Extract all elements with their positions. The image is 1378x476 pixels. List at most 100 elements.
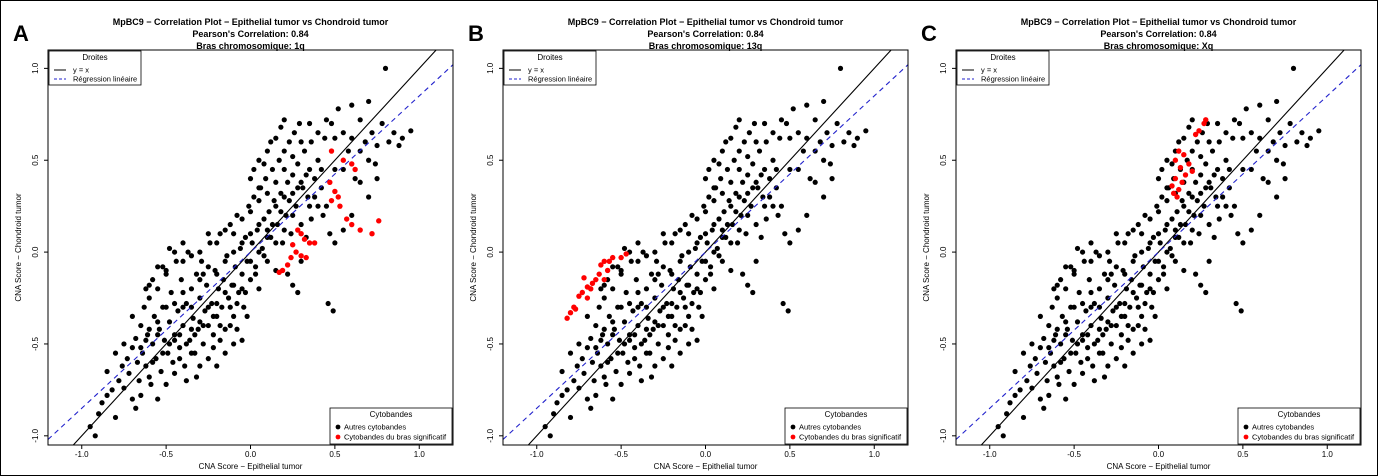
data-point — [374, 176, 380, 182]
data-point — [1164, 249, 1170, 255]
data-point — [298, 258, 304, 264]
highlight-point — [579, 289, 586, 296]
data-point — [301, 148, 308, 154]
data-point — [374, 142, 380, 149]
data-point — [613, 368, 619, 375]
x-tick-label: -0.5 — [614, 450, 628, 459]
data-point — [210, 332, 216, 338]
data-point — [1041, 335, 1047, 342]
data-point — [1029, 385, 1035, 391]
legend-points-box — [1237, 407, 1361, 445]
data-point — [743, 231, 749, 237]
legend-points-title: Cytobandes — [370, 410, 413, 419]
data-point — [1063, 264, 1069, 270]
data-point — [773, 166, 779, 173]
data-point — [1162, 227, 1168, 233]
data-point — [1274, 157, 1280, 163]
data-point — [1063, 286, 1069, 292]
data-point — [286, 198, 292, 204]
data-point — [758, 172, 764, 178]
data-point — [640, 249, 646, 255]
data-point — [777, 135, 783, 141]
data-point — [547, 433, 553, 439]
data-point — [379, 120, 385, 127]
data-point — [1294, 139, 1300, 145]
data-point — [665, 332, 671, 338]
legend-significant-swatch — [335, 434, 341, 440]
highlight-point — [276, 269, 282, 276]
data-point — [231, 249, 237, 255]
data-point — [716, 253, 722, 259]
data-point — [1157, 240, 1163, 246]
x-tick-label: 0.5 — [784, 450, 796, 459]
data-point — [138, 322, 144, 329]
data-point — [665, 345, 671, 351]
data-point — [721, 209, 727, 215]
data-point — [704, 240, 710, 246]
highlight-point — [604, 267, 611, 274]
data-point — [1176, 139, 1182, 145]
data-point — [204, 282, 210, 288]
data-point — [648, 271, 655, 277]
data-point — [763, 139, 769, 145]
data-point — [1172, 227, 1178, 233]
data-point — [357, 117, 363, 123]
data-point — [1058, 341, 1064, 347]
data-point — [672, 231, 678, 237]
data-point — [239, 240, 245, 246]
data-point — [707, 264, 714, 270]
data-point — [1277, 130, 1283, 136]
data-point — [156, 326, 162, 332]
data-point — [160, 350, 166, 356]
data-point — [315, 157, 321, 163]
data-point — [175, 308, 181, 314]
legend-points-title: Cytobandes — [1278, 410, 1321, 419]
data-point — [1012, 368, 1018, 375]
data-point — [1206, 258, 1212, 264]
highlight-point — [1186, 161, 1192, 167]
data-point — [256, 249, 262, 255]
data-point — [601, 295, 607, 301]
data-point — [1051, 363, 1057, 369]
y-tick-label: 0.5 — [31, 154, 40, 166]
data-point — [638, 378, 644, 384]
data-point — [399, 135, 405, 141]
data-point — [273, 179, 279, 185]
data-point — [686, 313, 692, 319]
data-point — [1203, 289, 1209, 296]
data-point — [642, 337, 648, 343]
data-point — [283, 212, 289, 218]
data-point — [1214, 166, 1221, 173]
data-point — [133, 405, 139, 411]
data-point — [610, 319, 616, 325]
data-point — [1046, 345, 1052, 351]
data-point — [719, 190, 725, 196]
data-point — [584, 313, 590, 319]
data-point — [1108, 271, 1114, 277]
data-point — [804, 212, 810, 218]
data-point — [660, 231, 666, 237]
data-point — [581, 370, 587, 376]
data-point — [702, 231, 709, 237]
x-tick-label: 0.0 — [245, 450, 257, 459]
data-point — [680, 295, 687, 301]
data-point — [1152, 313, 1158, 319]
data-point — [263, 176, 269, 182]
highlight-point — [576, 293, 582, 299]
data-point — [1201, 203, 1207, 209]
data-point — [686, 249, 692, 255]
data-point — [1037, 396, 1043, 402]
data-point — [1248, 227, 1254, 233]
data-point — [632, 345, 638, 351]
data-point — [214, 271, 220, 277]
data-point — [736, 194, 742, 200]
data-point — [601, 374, 607, 380]
data-point — [298, 179, 304, 185]
data-point — [1115, 240, 1121, 246]
data-point — [312, 176, 318, 182]
data-point — [1142, 300, 1148, 307]
x-axis-label: CNA Score − Epithelial tumor — [1107, 462, 1211, 471]
data-point — [323, 117, 330, 123]
data-point — [660, 322, 666, 329]
data-point — [745, 153, 751, 160]
